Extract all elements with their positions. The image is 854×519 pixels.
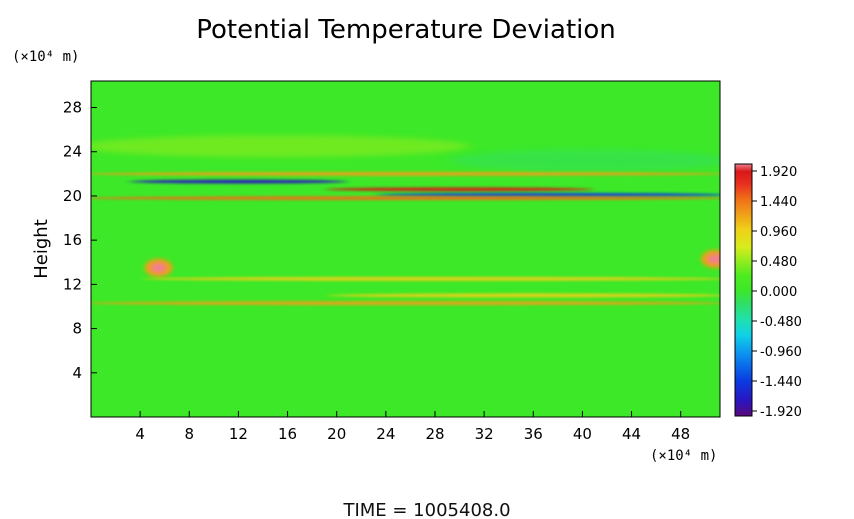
x-tick-label: 28 [425,425,444,443]
y-tick-label: 4 [72,364,82,382]
heatmap-field [91,81,720,417]
heatmap-band [326,293,720,298]
y-unit-label: (×10⁴ m) [12,49,79,65]
colorbar [734,163,753,417]
colorbar-tick-label: 0.960 [760,225,797,240]
x-tick-label: 4 [135,425,145,443]
colorbar-ticks: 1.920 1.440 0.960 0.480 0.000 -0.480 -0.960 -1.… [752,165,802,420]
y-axis-label: Height [31,219,52,279]
heatmap-blob [707,253,720,264]
heatmap-band [91,301,720,306]
time-annotation: TIME = 1005408.0 [342,500,510,519]
heatmap-background [91,81,720,417]
colorbar-tick-label: -1.920 [760,405,802,420]
y-ticks: 4 8 12 16 20 24 28 [63,99,97,382]
x-tick-label: 48 [671,425,690,443]
x-tick-label: 32 [475,425,494,443]
x-tick-label: 40 [573,425,592,443]
x-tick-label: 36 [524,425,543,443]
heatmap-band [142,276,720,281]
colorbar-tick-label: -1.440 [760,375,802,390]
heatmap-band [91,171,720,176]
chart-title: Potential Temperature Deviation [196,15,616,45]
heatmap-band [375,192,720,197]
x-tick-label: 44 [622,425,641,443]
x-tick-label: 24 [376,425,395,443]
heatmap-band [326,187,593,192]
x-tick-label: 12 [229,425,248,443]
x-ticks: 4 8 12 16 20 24 28 32 36 40 44 48 [135,411,690,443]
y-tick-label: 20 [63,187,82,205]
y-tick-label: 8 [72,320,82,338]
colorbar-tick-label: -0.960 [760,345,802,360]
heatmap-band [449,149,720,172]
y-tick-label: 12 [63,275,82,293]
colorbar-tick-label: 0.000 [760,285,797,300]
heatmap-blob [150,262,167,273]
x-tick-label: 8 [185,425,195,443]
colorbar-tick-label: 1.920 [760,165,797,180]
y-tick-label: 24 [63,143,82,161]
colorbar-tick-label: 1.440 [760,195,797,210]
heatmap-band [91,196,720,201]
y-tick-label: 28 [63,99,82,117]
heatmap-band [130,179,347,184]
heatmap-features [91,135,720,306]
y-tick-label: 16 [63,231,82,249]
x-tick-label: 20 [327,425,346,443]
x-tick-label: 16 [278,425,297,443]
heatmap-band [91,135,470,158]
plot-frame [90,80,721,418]
colorbar-tick-label: -0.480 [760,315,802,330]
colorbar-tick-label: 0.480 [760,255,797,270]
x-unit-label: (×10⁴ m) [650,448,717,464]
